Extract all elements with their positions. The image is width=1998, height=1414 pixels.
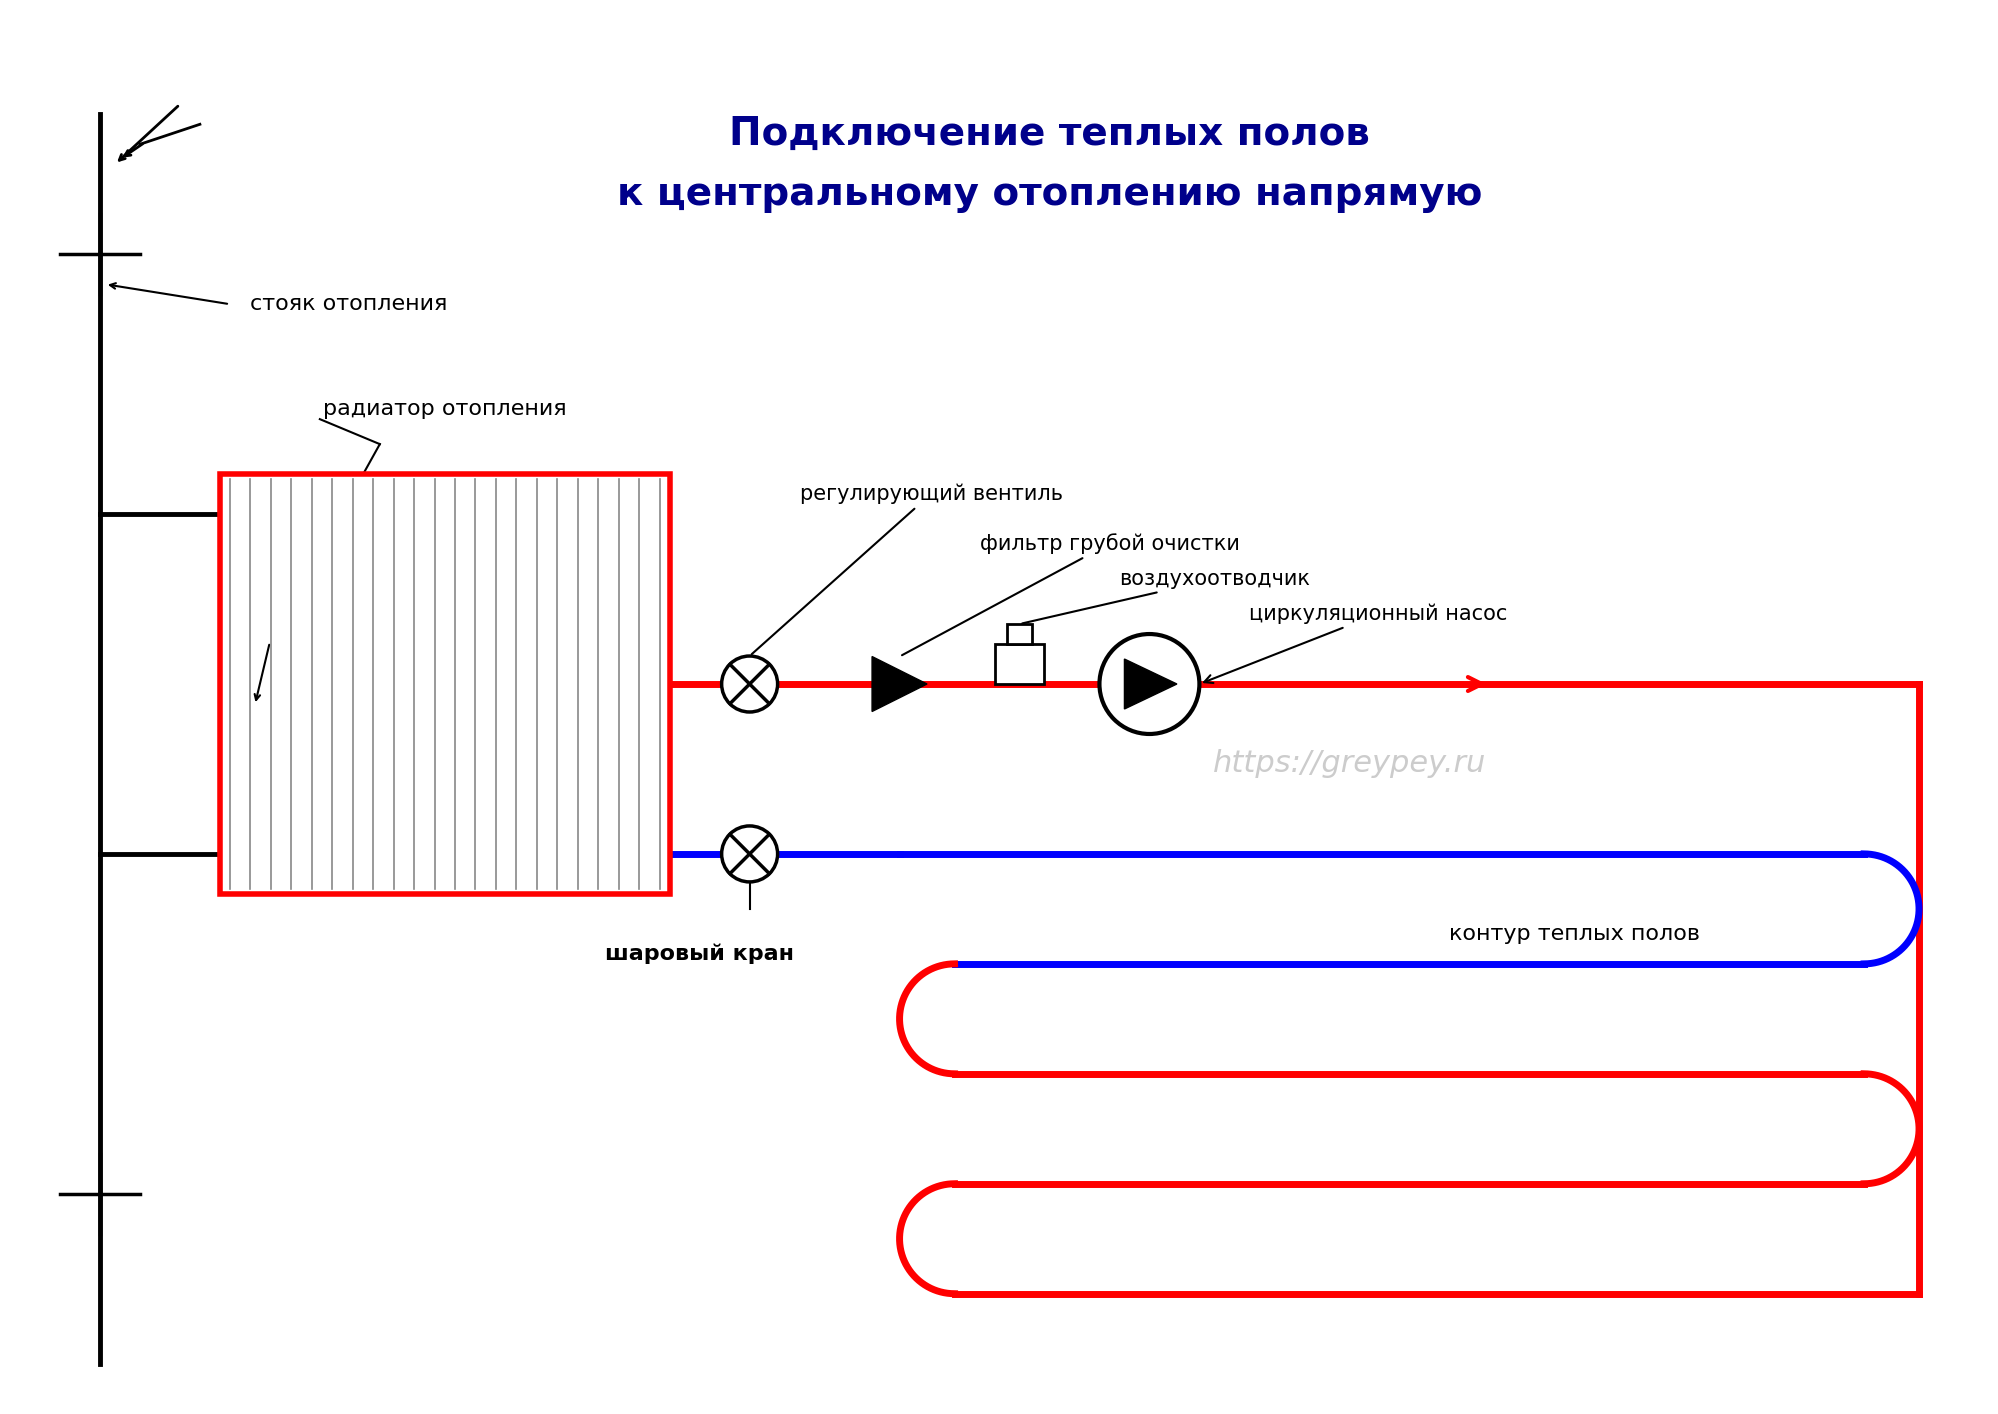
Text: контур теплых полов: контур теплых полов [1449,923,1700,945]
Text: Подключение теплых полов: Подключение теплых полов [729,116,1369,153]
Text: шаровый кран: шаровый кран [605,945,793,964]
Bar [1007,624,1031,643]
Text: стояк отопления: стояк отопления [250,294,448,314]
Circle shape [721,826,777,882]
Text: регулирующий вентиль: регулирующий вентиль [751,484,1063,655]
Text: к центральному отоплению напрямую: к центральному отоплению напрямую [617,175,1481,214]
Bar [995,643,1043,684]
Text: радиатор отопления: радиатор отопления [324,399,565,419]
Polygon shape [1123,659,1177,708]
Text: фильтр грубой очистки: фильтр грубой очистки [901,533,1239,655]
Polygon shape [871,656,927,711]
Circle shape [1099,633,1199,734]
Text: https://greypey.ru: https://greypey.ru [1213,749,1485,779]
Circle shape [721,656,777,713]
Text: воздухоотводчик: воздухоотводчик [1021,568,1311,624]
Bar [220,474,669,894]
Text: циркуляционный насос: циркуляционный насос [1203,604,1506,683]
